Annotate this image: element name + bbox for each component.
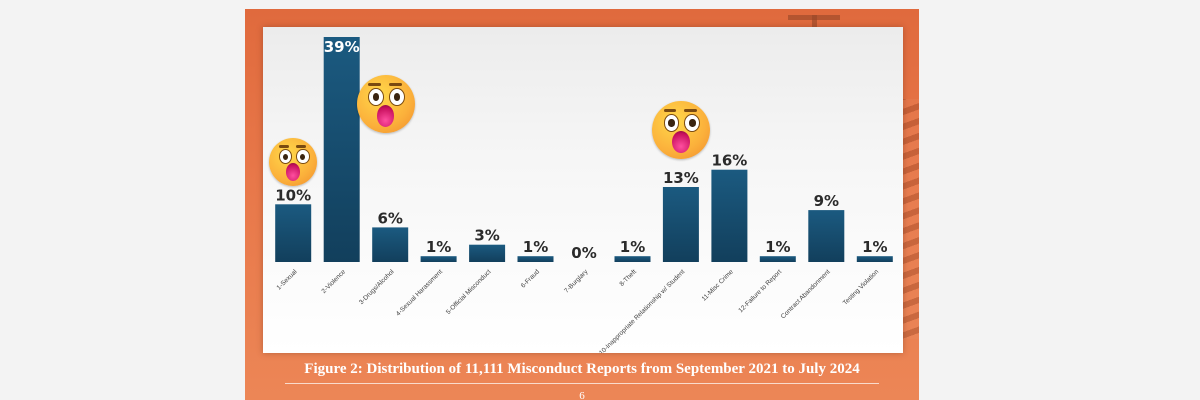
bar-value-label: 6% xyxy=(377,209,402,227)
bar-9 xyxy=(662,187,699,262)
category-tick-label: 6-Fraud xyxy=(520,268,541,289)
bar-chart: 10% 1-Sexual 39% 2-Violence 6% 3-Drugs/Alcoho… xyxy=(275,37,893,353)
bar-value-label: 10% xyxy=(275,186,311,204)
bar-value-label: 1% xyxy=(426,238,451,256)
bar-chart-card: 10% 1-Sexual 39% 2-Violence 6% 3-Drugs/Alcoho… xyxy=(263,27,903,353)
figure-caption: Figure 2: Distribution of 11,111 Miscond… xyxy=(304,361,860,377)
category-tick-label: 2-Violence xyxy=(321,268,348,295)
bar-value-label: 13% xyxy=(663,169,699,187)
bar-value-label: 39% xyxy=(324,38,360,56)
category-tick-label: Testing Violation xyxy=(842,268,881,307)
category-tick-label: 11-Misc Crime xyxy=(701,268,736,303)
bar-value-label: 1% xyxy=(862,238,887,256)
category-tick-label: 3-Drugs/Alcohol xyxy=(358,268,396,306)
category-tick-label: 10-Inappropriate Relationship w/ Student xyxy=(598,268,686,353)
bar-3 xyxy=(372,227,409,262)
bar-value-label: 16% xyxy=(711,152,747,170)
bar-value-label: 1% xyxy=(765,238,790,256)
bar-value-label: 1% xyxy=(620,238,645,256)
bar-11 xyxy=(759,256,796,262)
category-tick-label: 12-Failure to Report xyxy=(737,268,783,314)
bar-12 xyxy=(808,210,845,262)
page-number: 6 xyxy=(579,390,585,400)
bar-8 xyxy=(614,256,651,262)
bar-value-label: 9% xyxy=(814,192,839,210)
bar-value-label: 1% xyxy=(523,238,548,256)
bar-5 xyxy=(469,244,506,262)
bar-4 xyxy=(420,256,457,262)
bar-2 xyxy=(323,37,360,262)
bar-6 xyxy=(517,256,554,262)
bar-value-label: 3% xyxy=(474,227,499,245)
bar-13 xyxy=(856,256,893,262)
bar-10 xyxy=(711,169,748,262)
category-tick-label: 7-Burglary xyxy=(563,268,590,295)
caption-divider xyxy=(285,383,879,384)
report-page: 10% 1-Sexual 39% 2-Violence 6% 3-Drugs/Alcoho… xyxy=(245,9,919,400)
category-tick-label: 5-Official Misconduct xyxy=(445,268,493,316)
bar-value-label: 0% xyxy=(571,244,596,262)
shocked-face-icon xyxy=(356,75,415,133)
category-tick-label: 8-Theft xyxy=(618,268,638,288)
category-tick-label: 4-Sexual Harassment xyxy=(395,268,444,317)
category-tick-label: 1-Sexual xyxy=(276,268,299,291)
shocked-face-icon xyxy=(269,138,318,187)
category-tick-label: Contract Abandonment xyxy=(780,268,832,320)
shocked-face-icon xyxy=(651,101,710,159)
bar-1 xyxy=(275,204,312,262)
